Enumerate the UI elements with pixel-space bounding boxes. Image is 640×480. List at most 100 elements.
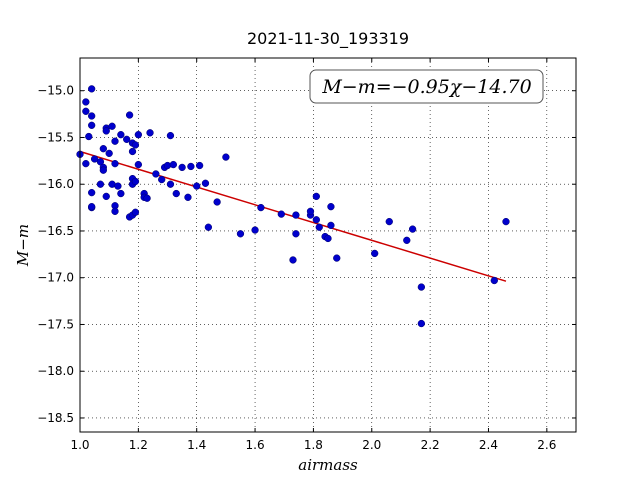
data-point: [213, 198, 221, 206]
data-point: [371, 249, 379, 258]
x-tick-label: 1.6: [246, 438, 265, 452]
data-point: [123, 135, 131, 143]
y-tick-labels: −15.0 −15.5 −16.0 −16.5 −17.0 −17.5 −18.0 −18.5: [37, 84, 74, 425]
data-point: [88, 121, 96, 129]
data-point: [195, 161, 204, 170]
data-point: [111, 137, 119, 145]
data-point: [82, 107, 90, 115]
data-point: [158, 175, 166, 184]
data-point: [193, 182, 201, 190]
data-point: [312, 192, 320, 201]
x-tick-labels: 1.0 1.2 1.4 1.6 1.8 2.0 2.2 2.4 2.6: [70, 438, 556, 452]
annotation-box: [309, 69, 544, 104]
data-point: [166, 131, 175, 140]
data-point: [111, 207, 119, 215]
data-point: [187, 162, 195, 171]
x-tick-label: 2.6: [537, 438, 556, 452]
y-tick-label: −17.0: [37, 271, 74, 285]
data-point: [312, 216, 320, 224]
data-point: [88, 203, 96, 211]
plot-frame: [79, 57, 577, 433]
data-point: [134, 160, 143, 169]
x-tick-label: 1.4: [187, 438, 206, 452]
data-point: [131, 141, 140, 149]
x-axis-label: airmass: [298, 456, 358, 474]
data-point: [125, 111, 134, 119]
data-point: [385, 217, 393, 226]
plot-background: [80, 58, 576, 432]
data-point: [403, 236, 411, 244]
data-point: [99, 145, 107, 153]
data-points: [76, 85, 510, 328]
data-point: [96, 158, 105, 166]
data-point: [327, 203, 335, 211]
data-point: [251, 226, 259, 234]
data-point: [117, 131, 125, 139]
data-point: [108, 122, 116, 130]
data-point: [152, 170, 160, 178]
data-point: [277, 210, 285, 218]
data-point: [134, 131, 143, 139]
data-point: [178, 163, 186, 172]
data-point: [131, 208, 140, 216]
plot-area: [76, 57, 577, 433]
y-tick-label: −17.5: [37, 317, 74, 331]
data-point: [236, 230, 245, 238]
y-tick-label: −15.5: [37, 130, 74, 144]
data-point: [417, 319, 426, 328]
data-point: [117, 189, 125, 198]
data-point: [90, 155, 99, 163]
data-point: [502, 217, 510, 226]
data-point: [490, 276, 498, 285]
data-point: [111, 160, 119, 168]
axis-ticks: [79, 58, 576, 432]
data-point: [85, 132, 93, 141]
data-point: [105, 149, 113, 158]
x-tick-label: 1.2: [129, 438, 148, 452]
x-tick-label: 2.2: [421, 438, 440, 452]
data-point: [114, 182, 122, 190]
data-point: [88, 85, 96, 93]
data-point: [128, 147, 137, 156]
data-point: [292, 230, 300, 238]
data-point: [82, 160, 90, 168]
data-point: [324, 234, 332, 243]
y-tick-label: −15.0: [37, 84, 74, 98]
data-point: [257, 203, 265, 212]
data-point: [146, 129, 154, 137]
data-point: [204, 223, 213, 231]
fit-equation: M−m=−0.95χ−14.70: [321, 76, 531, 98]
y-tick-label: −16.0: [37, 177, 74, 191]
y-axis-label: M−m: [14, 224, 32, 267]
data-point: [289, 256, 297, 264]
data-point: [82, 98, 90, 106]
data-point: [201, 179, 210, 187]
data-point: [96, 180, 105, 188]
chart-title: 2021-11-30_193319: [247, 29, 409, 49]
x-tick-label: 2.4: [479, 438, 498, 452]
data-point: [184, 193, 192, 201]
data-point: [143, 194, 151, 202]
x-tick-label: 1.8: [304, 438, 323, 452]
data-point: [327, 221, 335, 230]
data-point: [315, 223, 323, 231]
data-point: [102, 192, 110, 201]
data-point: [166, 180, 175, 188]
y-tick-label: −18.0: [37, 364, 74, 378]
data-point: [102, 127, 110, 135]
data-point: [169, 160, 178, 169]
data-point: [417, 283, 426, 291]
data-point: [88, 188, 96, 197]
data-point: [333, 254, 341, 262]
data-point: [172, 189, 180, 198]
data-point: [292, 211, 300, 219]
y-tick-label: −18.5: [37, 411, 74, 425]
data-point: [408, 225, 417, 233]
data-point: [131, 177, 140, 186]
y-tick-label: −16.5: [37, 224, 74, 238]
data-point: [99, 166, 107, 174]
fit-annotation: M−m=−0.95χ−14.70: [309, 69, 544, 104]
data-point: [222, 153, 230, 161]
x-tick-label: 1.0: [70, 438, 89, 452]
